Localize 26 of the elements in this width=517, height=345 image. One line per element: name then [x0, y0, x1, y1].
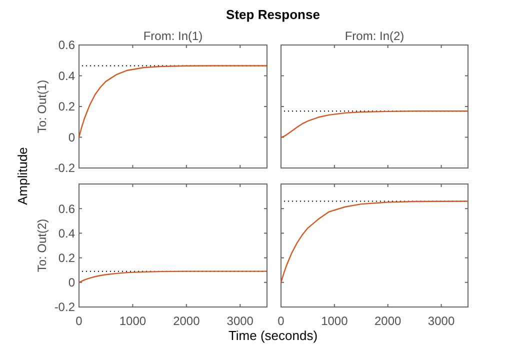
chart-title: Step Response	[226, 7, 320, 22]
x-tick-label: 3000	[428, 314, 455, 328]
text: Amplitude	[15, 147, 30, 205]
y-tick-label: 0.2	[58, 251, 76, 265]
x-tick-label: 0	[278, 314, 285, 328]
x-axis-title: Time (seconds)	[228, 328, 318, 343]
y-axis-title: To: Out(2)	[35, 218, 49, 272]
chart-subtitle: From: In(1)	[143, 29, 203, 43]
y-tick-label: 0.4	[58, 226, 76, 240]
line-series	[78, 65, 268, 138]
y-tick-label: 0	[68, 130, 76, 144]
x-tick-label: 2000	[374, 314, 402, 328]
y-tick-label: -0.2	[54, 300, 76, 314]
line-series	[78, 270, 268, 283]
chart-subtitle: From: In(2)	[344, 29, 404, 43]
y-axis-title: To: Out(1)	[35, 80, 49, 134]
y-tick-label: 0	[68, 276, 76, 290]
x-tick-label: 1000	[321, 314, 348, 328]
y-tick-label: 0.2	[58, 100, 76, 114]
x-tick-label: 3000	[226, 314, 254, 328]
x-tick-label: 1000	[119, 314, 146, 328]
y-tick-label: 0.6	[58, 202, 76, 216]
y-tick-label: 0.4	[58, 68, 76, 83]
y-tick-label: 0.6	[58, 38, 76, 52]
y-tick-label: -0.2	[54, 161, 76, 176]
x-tick-label: 2000	[173, 314, 200, 328]
